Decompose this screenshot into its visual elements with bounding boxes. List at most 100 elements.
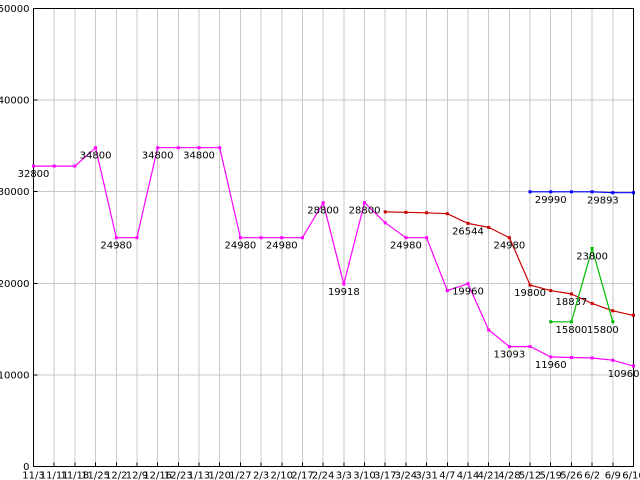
series-point-series-red — [404, 210, 408, 214]
point-value-label: 19918 — [328, 287, 360, 298]
series-point-series-red — [569, 292, 573, 296]
point-value-label: 34800 — [142, 151, 174, 162]
x-tick-label: 11/3 — [22, 471, 44, 480]
series-point-series-green — [611, 320, 615, 324]
point-value-label: 24980 — [493, 241, 525, 252]
series-point-series-blue — [569, 190, 573, 194]
series-point-series-green — [549, 320, 553, 324]
series-point-series-green — [569, 320, 573, 324]
series-point-series-magenta — [549, 355, 553, 359]
series-point-series-blue — [528, 190, 532, 194]
series-point-series-blue — [632, 191, 635, 195]
x-tick-label: 3/3 — [336, 471, 352, 480]
x-tick-label: 5/12 — [519, 471, 541, 480]
x-tick-label: 4/21 — [477, 471, 499, 480]
point-value-label: 32800 — [18, 169, 50, 180]
series-point-series-blue — [611, 191, 615, 195]
series-point-series-red — [383, 210, 387, 214]
point-value-label: 13093 — [493, 350, 525, 361]
x-tick-label: 4/14 — [457, 471, 479, 480]
x-tick-label: 1/20 — [208, 471, 230, 480]
series-point-series-red — [528, 283, 532, 287]
series-point-series-magenta — [73, 164, 77, 168]
x-tick-label: 5/26 — [560, 471, 582, 480]
series-point-series-red — [507, 236, 511, 240]
y-tick-label: 20000 — [0, 279, 30, 290]
series-point-series-magenta — [466, 282, 470, 286]
x-tick-label: 2/24 — [312, 471, 334, 480]
series-point-series-magenta — [445, 289, 449, 293]
series-point-series-blue — [590, 190, 594, 194]
x-tick-label: 6/2 — [584, 471, 600, 480]
x-tick-label: 3/24 — [395, 471, 417, 480]
x-tick-label: 1/27 — [229, 471, 251, 480]
series-point-series-red — [549, 289, 553, 293]
x-tick-label: 2/3 — [253, 471, 269, 480]
x-tick-label: 4/28 — [498, 471, 520, 480]
y-tick-label: 0 — [23, 462, 29, 473]
y-tick-label: 40000 — [0, 96, 30, 107]
point-value-label: 28800 — [307, 206, 339, 217]
x-tick-label: 2/10 — [271, 471, 293, 480]
series-point-series-magenta — [176, 146, 180, 150]
series-point-series-magenta — [135, 236, 139, 240]
series-point-series-magenta — [425, 236, 429, 240]
series-point-series-red — [632, 313, 635, 317]
series-point-series-red — [445, 212, 449, 216]
point-value-label: 24980 — [390, 241, 422, 252]
series-point-series-green — [590, 246, 594, 250]
series-point-series-magenta — [569, 355, 573, 359]
x-tick-label: 6/9 — [605, 471, 621, 480]
point-value-label: 11960 — [535, 360, 567, 371]
x-tick-label: 5/19 — [540, 471, 562, 480]
x-tick-label: 12/9 — [126, 471, 148, 480]
x-tick-label: 3/10 — [353, 471, 375, 480]
series-line-series-blue — [530, 191, 634, 194]
series-point-series-red — [611, 309, 615, 313]
series-point-series-magenta — [218, 146, 222, 150]
point-value-label: 19800 — [514, 288, 546, 299]
point-value-label: 28800 — [349, 206, 381, 217]
series-line-series-magenta — [33, 146, 634, 367]
point-value-label: 29893 — [587, 196, 619, 207]
series-point-series-magenta — [156, 146, 160, 150]
series-point-series-blue — [549, 190, 553, 194]
series-point-series-red — [487, 225, 491, 229]
x-tick-label: 11/18 — [60, 471, 89, 480]
y-tick-label: 10000 — [0, 370, 30, 381]
point-value-label: 29990 — [535, 195, 567, 206]
point-value-label: 18837 — [556, 297, 588, 308]
series-point-series-magenta — [528, 345, 532, 349]
plot-border — [33, 8, 634, 467]
point-value-label: 10960 — [608, 369, 640, 380]
series-point-series-magenta — [280, 236, 284, 240]
x-tick-label: 3/31 — [415, 471, 437, 480]
series-point-series-magenta — [197, 146, 201, 150]
point-value-label: 23800 — [576, 251, 608, 262]
x-tick-label: 6/16 — [622, 471, 640, 480]
series-point-series-magenta — [487, 328, 491, 332]
series-point-series-magenta — [321, 201, 325, 205]
series-point-series-red — [590, 301, 594, 305]
series-point-series-magenta — [259, 236, 263, 240]
series-line-series-green — [550, 246, 614, 323]
point-value-label: 24980 — [100, 241, 132, 252]
x-tick-label: 11/11 — [40, 471, 69, 480]
point-value-label: 24980 — [266, 241, 298, 252]
series-point-series-magenta — [404, 236, 408, 240]
series-point-series-magenta — [32, 164, 35, 168]
series-point-series-magenta — [94, 146, 98, 150]
series-point-series-magenta — [632, 364, 635, 368]
x-tick-label: 4/7 — [439, 471, 455, 480]
series-point-series-red — [425, 211, 429, 215]
x-tick-label: 12/2 — [105, 471, 127, 480]
y-tick-label: 30000 — [0, 187, 30, 198]
x-tick-label: 1/13 — [188, 471, 210, 480]
series-point-series-magenta — [342, 282, 346, 286]
series-point-series-magenta — [300, 236, 304, 240]
point-value-label: 34800 — [80, 151, 112, 162]
point-value-label: 26544 — [452, 226, 484, 237]
series-point-series-red — [466, 221, 470, 225]
x-tick-label: 12/16 — [143, 471, 172, 480]
